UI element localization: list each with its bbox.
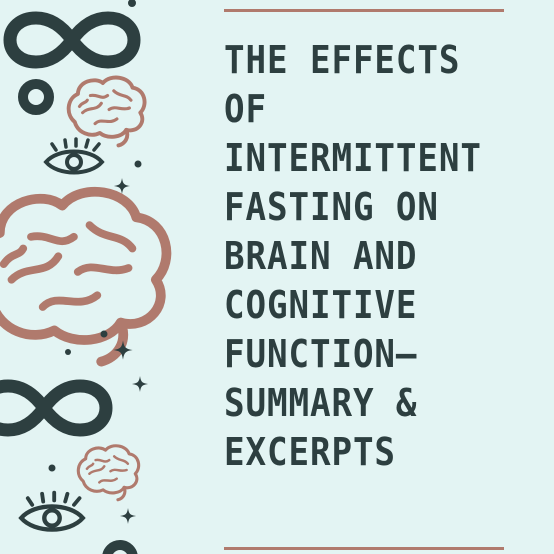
- title-line: INTERMITTENT: [224, 136, 482, 180]
- sparkle-icon: [132, 376, 148, 392]
- title-line: THE EFFECTS: [224, 38, 461, 82]
- dot-icon: [134, 160, 142, 168]
- bottom-divider: [224, 547, 504, 550]
- eye-icon: [21, 493, 83, 530]
- brain-icon: [76, 444, 141, 502]
- ring-icon: [102, 540, 138, 554]
- title-line: SUMMARY &: [224, 381, 418, 425]
- dot-icon: [65, 349, 71, 355]
- title-line: BRAIN AND: [224, 234, 418, 278]
- title-line: EXCERPTS: [224, 430, 396, 474]
- title-line: FUNCTION—: [224, 332, 418, 376]
- dot-icon: [100, 330, 108, 338]
- infinity-icon: [0, 386, 106, 430]
- brain-icon: [0, 192, 166, 362]
- page-title: THE EFFECTS OF INTERMITTENT FASTING ON B…: [224, 36, 512, 477]
- dot-icon: [48, 464, 56, 472]
- title-line: COGNITIVE: [224, 283, 418, 327]
- eye-icon: [44, 137, 104, 175]
- title-line: FASTING ON: [224, 185, 439, 229]
- infinity-icon: [10, 18, 134, 62]
- brain-icon: [66, 75, 147, 148]
- sparkle-icon: [120, 508, 136, 524]
- top-divider: [224, 9, 504, 12]
- ring-icon: [18, 79, 54, 115]
- title-line: OF: [224, 87, 267, 131]
- dot-icon: [128, 0, 136, 7]
